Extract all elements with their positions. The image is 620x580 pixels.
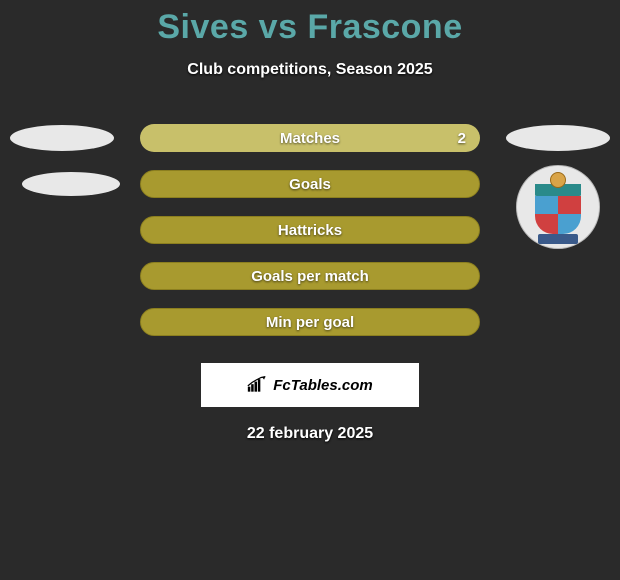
ball-icon [550, 172, 566, 188]
stats-card: Sives vs Frascone Club competitions, Sea… [0, 0, 620, 580]
stat-label: Goals [289, 176, 331, 193]
stat-pill: Min per goal [140, 308, 480, 336]
stat-pill: Hattricks [140, 216, 480, 244]
season-subtitle: Club competitions, Season 2025 [0, 61, 620, 79]
player-right-placeholder [506, 125, 610, 151]
player-left-placeholder [10, 125, 114, 151]
stat-label: Min per goal [266, 314, 354, 331]
brand-box: FcTables.com [201, 363, 419, 407]
stat-pill: Matches 2 [140, 124, 480, 152]
stat-label: Goals per match [251, 268, 369, 285]
stat-row-goals-per-match: Goals per match [0, 253, 620, 299]
stat-label: Matches [280, 130, 340, 147]
stat-row-goals: Goals [0, 161, 620, 207]
stat-label: Hattricks [278, 222, 342, 239]
stat-row-matches: Matches 2 [0, 115, 620, 161]
brand-text: FcTables.com [273, 377, 372, 394]
stat-row-hattricks: Hattricks [0, 207, 620, 253]
stat-value: 2 [458, 130, 466, 147]
stats-rows: Matches 2 Goals [0, 115, 620, 345]
stat-pill: Goals per match [140, 262, 480, 290]
chart-icon [247, 376, 267, 394]
stat-pill: Goals [140, 170, 480, 198]
page-title: Sives vs Frascone [0, 0, 620, 47]
stat-row-min-per-goal: Min per goal [0, 299, 620, 345]
player-left-placeholder [22, 172, 120, 196]
footer-date: 22 february 2025 [0, 425, 620, 443]
